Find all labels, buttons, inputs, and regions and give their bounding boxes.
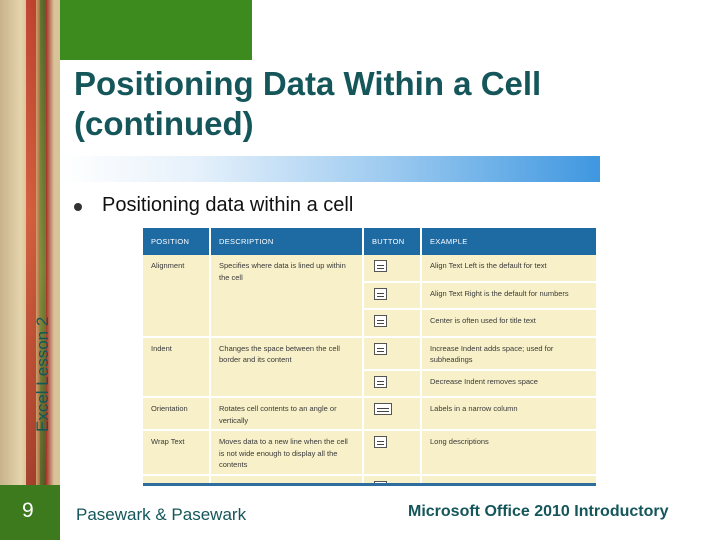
cell-button: [363, 474, 422, 483]
lesson-label: Excel Lesson 2: [33, 316, 52, 432]
title-gradient-rule: [60, 156, 600, 182]
table-row: Alignment Specifies where data is lined …: [143, 255, 596, 338]
cell-example: Long descriptions: [421, 430, 596, 476]
wrap-text-icon: [374, 436, 387, 448]
cell-example: Center is often used for title text: [421, 309, 596, 338]
table-row: Indent Changes the space between the cel…: [143, 336, 596, 398]
footer-course: Microsoft Office 2010 Introductory: [408, 503, 669, 520]
cell-example: Title across the top of a worksheet; Mer…: [421, 474, 596, 483]
cell-position: Orientation: [143, 397, 211, 431]
table-header-row: POSITION DESCRIPTION BUTTON EXAMPLE: [143, 228, 596, 255]
cell-example: Align Text Right is the default for numb…: [421, 281, 596, 310]
orientation-icon: [374, 403, 392, 415]
table-row: Decrease Indent removes space: [143, 369, 596, 398]
left-decorative-bar: [0, 0, 60, 540]
cell-button: [363, 430, 422, 476]
cell-button: [363, 336, 422, 371]
cell-example: Decrease Indent removes space: [421, 369, 596, 398]
table-row: Orientation Rotates cell contents to an …: [143, 397, 596, 431]
positioning-table: POSITION DESCRIPTION BUTTON EXAMPLE Alig…: [143, 228, 596, 486]
slide-title: Positioning Data Within a Cell (continue…: [74, 65, 542, 142]
align-left-icon: [374, 260, 387, 272]
cell-position: Alignment: [143, 255, 211, 338]
cell-description: Combines multiple cells into one cell: [210, 474, 364, 483]
cell-description: Moves data to a new line when the cell i…: [210, 430, 364, 476]
cell-position: Indent: [143, 336, 211, 398]
cell-example: Align Text Left is the default for text: [421, 255, 596, 283]
header-description: DESCRIPTION: [210, 228, 364, 255]
merge-icon: [374, 480, 387, 483]
header-green-block: [60, 0, 252, 60]
table-row: Center is often used for title text: [143, 309, 596, 338]
cell-button: [363, 397, 422, 431]
cell-example: Increase Indent adds space; used for sub…: [421, 336, 596, 371]
cell-description: Specifies where data is lined up within …: [210, 255, 364, 338]
table-row: Wrap Text Moves data to a new line when …: [143, 430, 596, 476]
table-row: Align Text Right is the default for numb…: [143, 281, 596, 310]
cell-position: Wrap Text: [143, 430, 211, 476]
align-right-icon: [374, 287, 387, 300]
cell-button: [363, 281, 422, 310]
left-red-stripe: [26, 0, 36, 540]
decrease-indent-icon: [374, 375, 387, 388]
increase-indent-icon: [374, 342, 387, 355]
cell-description: Changes the space between the cell borde…: [210, 336, 364, 398]
cell-example: Labels in a narrow column: [421, 397, 596, 431]
header-example: EXAMPLE: [421, 228, 596, 255]
cell-button: [363, 369, 422, 398]
cell-description: Rotates cell contents to an angle or ver…: [210, 397, 364, 431]
cell-button: [363, 255, 422, 283]
bullet-dot-icon: [74, 202, 82, 211]
cell-position: Merge: [143, 474, 211, 483]
bullet-item: Positioning data within a cell: [74, 194, 353, 217]
table-row: Merge Combines multiple cells into one c…: [143, 474, 596, 483]
footer-authors: Pasewark & Pasewark: [76, 505, 247, 524]
page-number: 9: [22, 499, 34, 522]
page-number-box: [0, 485, 60, 540]
header-button: BUTTON: [363, 228, 422, 255]
center-icon: [374, 315, 387, 327]
cell-button: [363, 309, 422, 338]
left-green-stripe: [40, 0, 46, 540]
header-position: POSITION: [143, 228, 211, 255]
bullet-text: Positioning data within a cell: [102, 194, 354, 216]
